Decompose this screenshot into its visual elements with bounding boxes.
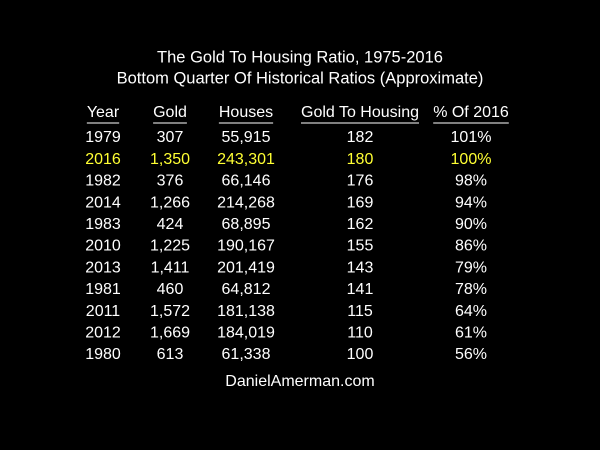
column-header: Houses <box>219 104 273 121</box>
table-cell: 214,268 <box>217 194 275 211</box>
table-cell: 115 <box>347 303 373 320</box>
table-row: 1979 307 55,915 182 101% <box>85 129 491 146</box>
table-cell: 155 <box>347 238 374 255</box>
table-cell: 190,167 <box>217 238 275 255</box>
table-cell: 1981 <box>85 281 121 298</box>
table-row: 2012 1,669 184,019 110 61% <box>85 325 487 342</box>
column-header: Gold <box>153 104 187 121</box>
table-cell: 61% <box>455 325 487 342</box>
column-header: Gold To Housing <box>301 104 419 121</box>
table-row: 2013 1,411 201,419 143 79% <box>85 259 487 276</box>
subtitle: Bottom Quarter Of Historical Ratios (App… <box>117 69 484 87</box>
table-cell: 141 <box>347 281 374 298</box>
table-cell: 1,411 <box>151 259 190 276</box>
table-cell: 1979 <box>85 129 121 146</box>
table-cell: 1,350 <box>150 151 190 168</box>
table-cell: 613 <box>157 346 184 363</box>
table-cell: 78% <box>455 281 487 298</box>
table-cell: 182 <box>347 129 374 146</box>
table-row: 1982 376 66,146 176 98% <box>85 173 487 190</box>
table-cell: 169 <box>347 194 374 211</box>
table-cell: 100% <box>451 151 492 168</box>
table-row: 2011 1,572 181,138 115 64% <box>86 303 487 320</box>
table-cell: 64% <box>455 303 487 320</box>
table-cell: 180 <box>347 151 374 168</box>
table-cell: 79% <box>455 259 487 276</box>
table-cell: 243,301 <box>217 151 275 168</box>
table-cell: 1982 <box>85 173 121 190</box>
title: The Gold To Housing Ratio, 1975-2016 <box>157 48 443 66</box>
table-cell: 100 <box>347 346 374 363</box>
table-cell: 376 <box>157 173 184 190</box>
table-cell: 98% <box>455 173 487 190</box>
table-cell: 90% <box>455 216 487 233</box>
table-cell: 1980 <box>85 346 121 363</box>
table-cell: 1,669 <box>150 325 190 342</box>
table-cell: 2014 <box>85 194 121 211</box>
column-header: Year <box>87 104 120 121</box>
table-row: 1983 424 68,895 162 90% <box>85 216 487 233</box>
table-cell: 110 <box>347 325 373 342</box>
table: Year Gold Houses Gold To Housing % Of 2016 19… <box>85 104 509 363</box>
table-cell: 460 <box>157 281 184 298</box>
table-cell: 184,019 <box>217 325 275 342</box>
table-cell: 2011 <box>86 303 121 320</box>
table-cell: 143 <box>347 259 374 276</box>
table-cell: 101% <box>451 129 492 146</box>
table-cell: 1,266 <box>150 194 190 211</box>
table-cell: 162 <box>347 216 374 233</box>
table-cell: 307 <box>157 129 184 146</box>
table-cell: 66,146 <box>222 173 271 190</box>
table-cell: 1,572 <box>150 303 190 320</box>
column-header: % Of 2016 <box>433 104 509 121</box>
table-row: 2010 1,225 190,167 155 86% <box>85 238 487 255</box>
table-row: 1980 613 61,338 100 56% <box>85 346 487 363</box>
table-row: 2016 1,350 243,301 180 100% <box>85 151 491 168</box>
table-row: 2014 1,266 214,268 169 94% <box>85 194 487 211</box>
table-cell: 64,812 <box>222 281 271 298</box>
table-cell: 424 <box>157 216 184 233</box>
table-cell: 181,138 <box>217 303 275 320</box>
table-cell: 1,225 <box>150 238 190 255</box>
table-cell: 2010 <box>85 238 121 255</box>
table-cell: 68,895 <box>222 216 271 233</box>
table-cell: 2013 <box>85 259 121 276</box>
table-cell: 1983 <box>85 216 121 233</box>
table-cell: 201,419 <box>217 259 275 276</box>
table-cell: 94% <box>455 194 487 211</box>
table-cell: 86% <box>455 238 487 255</box>
table-row: 1981 460 64,812 141 78% <box>85 281 487 298</box>
table-cell: 55,915 <box>222 129 271 146</box>
table-cell: 2016 <box>85 151 121 168</box>
table-cell: 61,338 <box>222 346 271 363</box>
table-cell: 176 <box>347 173 374 190</box>
footer-source: DanielAmerman.com <box>225 373 374 390</box>
table-cell: 2012 <box>85 325 121 342</box>
table-cell: 56% <box>455 346 487 363</box>
